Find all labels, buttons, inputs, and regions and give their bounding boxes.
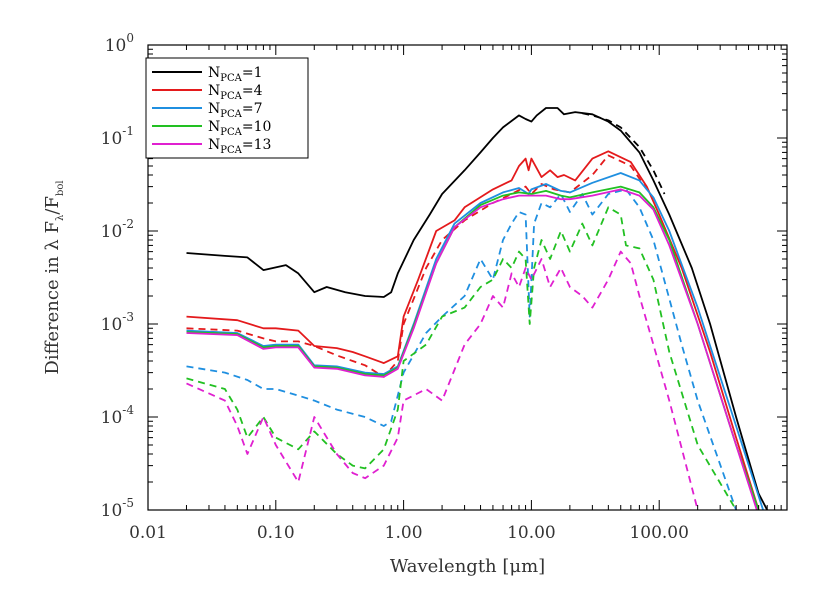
plot-frame	[147, 44, 788, 511]
series-line-10	[186, 250, 699, 510]
x-tick-label: 0.01	[129, 523, 167, 543]
x-tick-label: 100.00	[629, 523, 688, 543]
y-tick-label: 10-3	[101, 310, 134, 335]
legend-label: NPCA=10	[208, 119, 271, 138]
y-tick-label: 100	[105, 31, 134, 56]
x-tick-label: 10.00	[507, 523, 556, 543]
series-line-6	[186, 188, 737, 510]
legend-label: NPCA=7	[208, 101, 263, 120]
series-line-2	[582, 112, 666, 195]
series-line-8	[186, 206, 737, 510]
y-tick-label: 10-4	[101, 403, 135, 428]
x-tick-label: 1.00	[385, 523, 423, 543]
series-line-9	[186, 188, 758, 510]
series-line-1	[186, 107, 768, 510]
legend-label: NPCA=13	[208, 137, 271, 156]
y-tick-label: 10-1	[101, 124, 134, 149]
x-axis-title: Wavelength [μm]	[390, 556, 545, 577]
y-axis-title-sub1: λ	[55, 214, 66, 221]
tick-labels: 0.01 0.10 1.00 10.00 100.00 10-5 10-4 10-3 10-2 1…	[101, 31, 689, 543]
legend-label: NPCA=4	[208, 83, 263, 102]
plot-lines	[186, 107, 768, 510]
x-tick-label: 0.10	[257, 523, 295, 543]
y-tick-label: 10-2	[101, 217, 134, 242]
y-axis-title-main: Difference in λ F	[42, 221, 63, 375]
y-axis-title: Difference in λ Fλ/Fbol	[42, 180, 66, 374]
legend-label: NPCA=1	[208, 65, 263, 84]
y-tick-label: 10-5	[101, 496, 134, 521]
series-line-3	[186, 150, 760, 510]
y-axis-title-sub2: bol	[55, 180, 66, 196]
y-axis-title-mid: /F	[42, 196, 63, 215]
